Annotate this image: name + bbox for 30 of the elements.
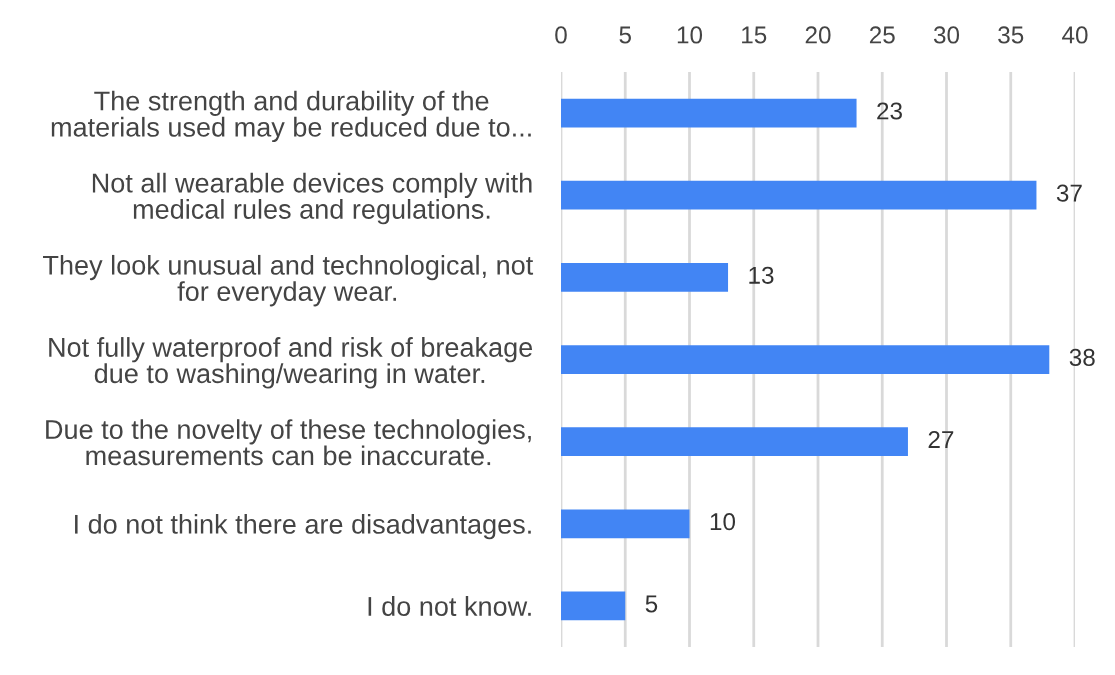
y-tick-label: Due to the novelty of these technologies, measurements can be inaccurate. [46, 419, 531, 466]
x-tick-label: 40 [1062, 26, 1088, 44]
x-tick-label: 30 [933, 26, 960, 44]
data-label: 5 [645, 595, 658, 613]
y-tick-label: Not all wearable devices comply with medical rules and regulations. [92, 172, 532, 225]
x-tick-label: 5 [619, 26, 631, 44]
bar [561, 427, 908, 457]
data-label: 13 [749, 266, 774, 284]
y-tick-label: They look unusual and technological, not for everyday wear. [43, 254, 534, 307]
bar [561, 262, 729, 292]
data-label: 38 [1069, 348, 1095, 367]
data-label: 27 [928, 430, 954, 448]
y-tick-label: The strength and durability of the materials used may be reduced due to... [51, 90, 531, 143]
x-tick-label: 15 [742, 26, 767, 44]
bar [561, 509, 690, 539]
bar [561, 591, 626, 621]
x-tick-label: 35 [998, 26, 1024, 44]
data-label: 10 [710, 513, 736, 531]
bar [561, 345, 1050, 374]
data-label: 23 [877, 102, 902, 120]
bar [561, 98, 857, 128]
bar [561, 180, 1037, 210]
data-label: 37 [1056, 184, 1082, 202]
x-tick-label: 0 [555, 26, 567, 44]
x-tick-label: 25 [869, 26, 895, 44]
x-tick-label: 20 [805, 26, 831, 44]
y-tick-label: I do not think there are disadvantages. [75, 513, 531, 540]
y-tick-label: Not fully waterproof and risk of breakage due to washing/wearing in water. [49, 337, 533, 389]
y-tick-label: I do not know. [368, 596, 531, 617]
x-tick-label: 10 [677, 26, 703, 44]
